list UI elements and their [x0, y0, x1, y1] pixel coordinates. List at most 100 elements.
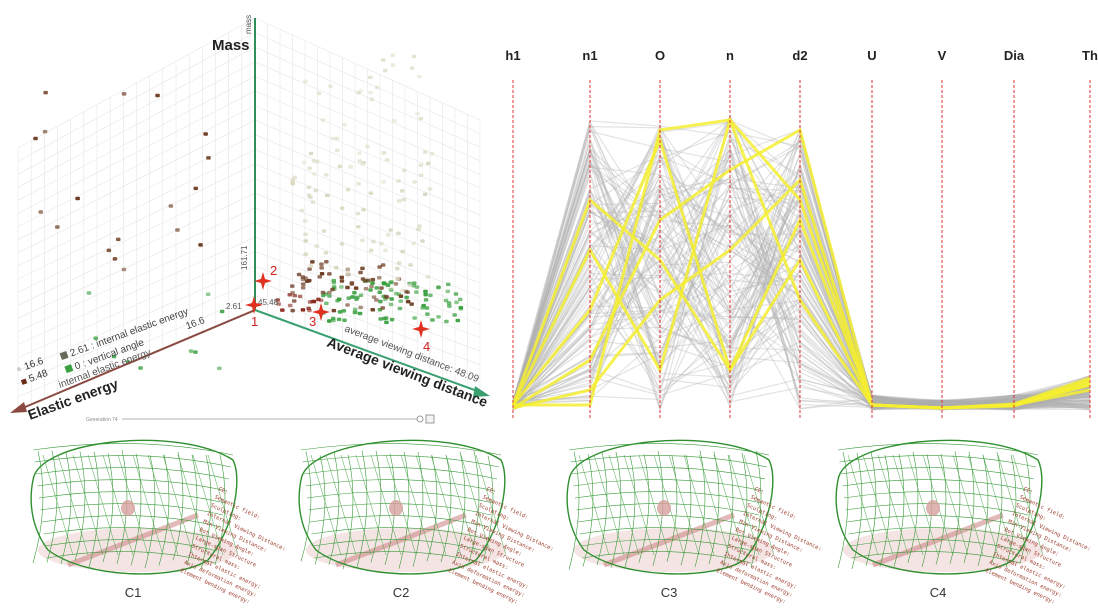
- data-point: [306, 306, 311, 311]
- data-point: [403, 289, 409, 294]
- mesh-diagonal: [192, 454, 224, 556]
- mesh-line: [302, 455, 500, 468]
- data-point: [402, 168, 407, 173]
- mesh-line: [846, 515, 1027, 528]
- data-point: [106, 248, 112, 253]
- mesh-diagonal: [57, 454, 89, 556]
- data-point: [303, 232, 308, 236]
- data-point: [358, 89, 363, 93]
- grid-line: [17, 207, 256, 319]
- data-point: [168, 204, 174, 208]
- data-point: [321, 293, 326, 298]
- mesh-line: [46, 450, 58, 563]
- marker-label: 4: [423, 339, 430, 354]
- mesh-line: [573, 479, 764, 492]
- grid-line: [254, 105, 481, 202]
- data-point: [345, 187, 351, 192]
- mesh-diagonal: [400, 454, 432, 556]
- data-point: [393, 282, 399, 286]
- data-point: [369, 284, 374, 289]
- mesh-diagonal: [207, 454, 239, 556]
- data-point: [426, 161, 431, 166]
- data-point: [358, 270, 363, 275]
- data-point: [324, 260, 329, 264]
- mesh-line: [596, 451, 608, 566]
- mass-axis-small-label: mass: [244, 15, 253, 34]
- mesh-line: [454, 451, 466, 562]
- data-point: [397, 306, 403, 311]
- mesh-line: [865, 451, 877, 566]
- data-point: [297, 294, 303, 299]
- data-point: [446, 282, 451, 287]
- data-point: [175, 228, 180, 232]
- grid-line: [254, 251, 481, 338]
- data-point: [348, 165, 353, 169]
- data-point: [55, 225, 60, 229]
- data-point: [396, 261, 402, 265]
- data-point: [121, 92, 127, 96]
- data-point: [396, 179, 401, 183]
- slider-handle[interactable]: [416, 415, 424, 423]
- pc-line: [512, 138, 1091, 411]
- data-point: [396, 231, 401, 236]
- data-point: [453, 292, 459, 296]
- mesh-diagonal: [668, 454, 700, 556]
- variant-c4[interactable]: C4 CE:Semantic field:Sculpting:Internal V…: [835, 439, 1098, 609]
- data-point: [93, 336, 98, 340]
- data-point: [401, 197, 407, 202]
- oculus: [657, 500, 671, 516]
- mesh-line: [568, 451, 580, 570]
- data-point: [311, 299, 317, 304]
- marker-4[interactable]: 4: [412, 320, 430, 354]
- marker-1[interactable]: 1: [245, 296, 263, 329]
- data-point: [380, 263, 386, 267]
- pc-line: [512, 250, 1091, 406]
- axis-label-o: O: [655, 48, 665, 63]
- legend-label-angle-extra: 16.6: [184, 315, 206, 332]
- slider-end-button[interactable]: [425, 414, 435, 424]
- grid-line: [17, 17, 256, 149]
- pc-line: [512, 235, 1091, 410]
- data-point: [378, 317, 383, 321]
- distance-axis-line: [254, 309, 481, 393]
- pc-line: [512, 143, 1091, 410]
- data-point: [374, 298, 379, 302]
- data-points: [33, 53, 464, 371]
- data-point: [321, 229, 327, 233]
- data-point: [423, 289, 428, 294]
- data-point: [368, 248, 374, 253]
- data-point: [352, 310, 358, 315]
- grid-line: [17, 236, 256, 345]
- data-point: [328, 84, 333, 88]
- data-point: [330, 136, 336, 141]
- grid-line: [17, 280, 256, 385]
- generation-slider[interactable]: Generation 74: [86, 414, 435, 424]
- data-point: [356, 182, 361, 186]
- data-point: [429, 152, 435, 156]
- data-point: [396, 199, 402, 203]
- oculus: [121, 500, 135, 516]
- marker-3[interactable]: 3: [309, 303, 330, 329]
- data-point: [352, 291, 357, 295]
- data-point: [368, 90, 373, 95]
- mesh-line: [342, 454, 354, 570]
- mesh-diagonal: [892, 454, 924, 556]
- data-point: [360, 238, 365, 243]
- data-point: [345, 303, 350, 307]
- axis-label-d2: d2: [792, 48, 807, 63]
- axis-label-u: U: [867, 48, 876, 63]
- data-point: [306, 185, 312, 189]
- data-point: [357, 151, 362, 155]
- data-point: [423, 298, 429, 302]
- parallel-axes: [512, 80, 1091, 420]
- marker-label: 1: [251, 314, 258, 329]
- marker-2[interactable]: 2: [254, 263, 277, 290]
- data-point: [217, 366, 222, 371]
- mesh-line: [849, 539, 1023, 552]
- data-point: [427, 187, 433, 191]
- data-point: [383, 248, 388, 253]
- data-point: [319, 272, 325, 276]
